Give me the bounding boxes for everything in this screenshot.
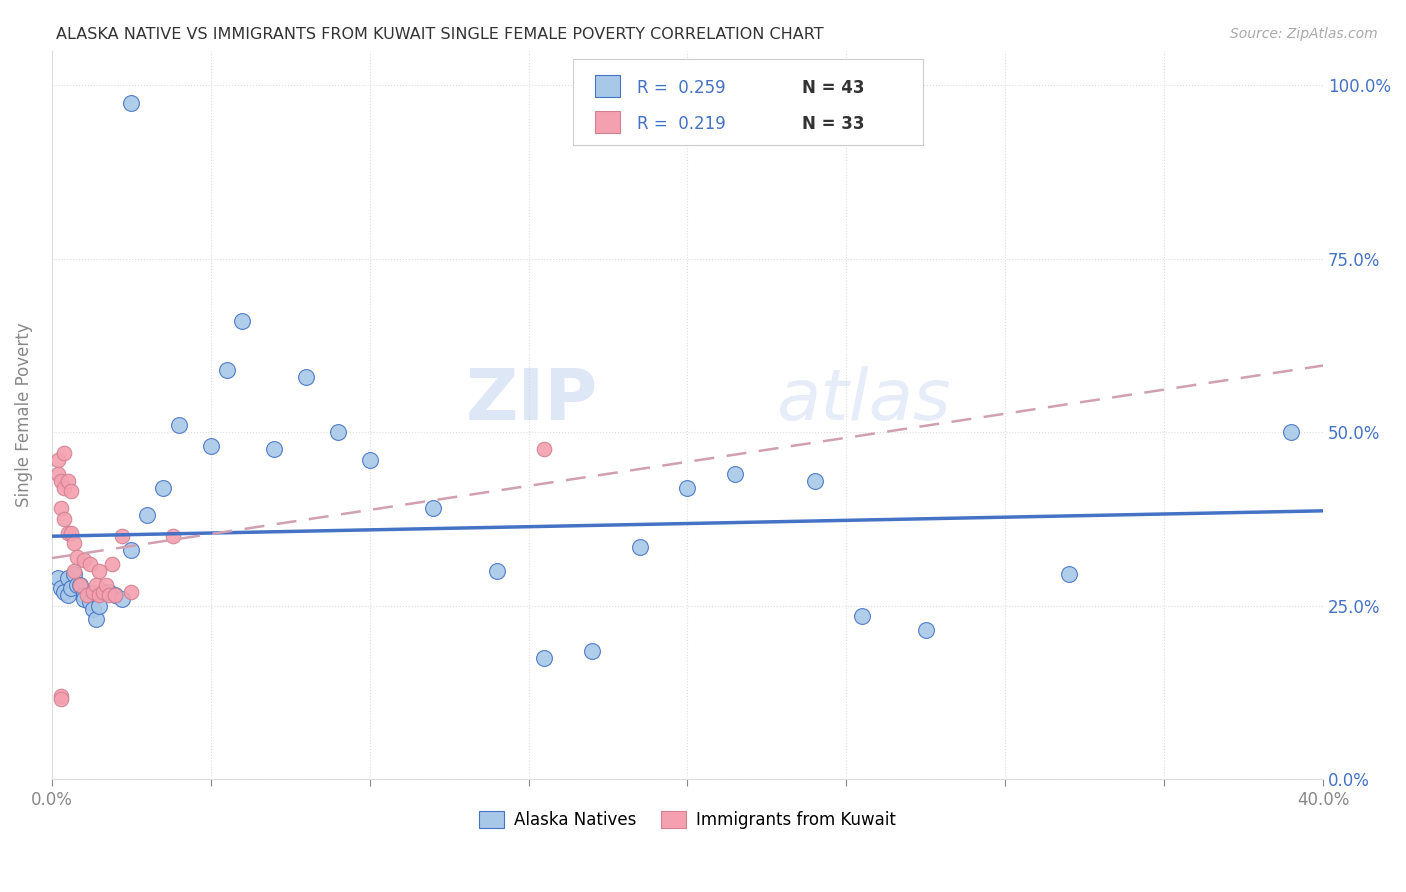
- Point: [63, 564, 86, 578]
- Point: [914, 623, 936, 637]
- Point: [215, 362, 238, 376]
- Point: [72, 591, 94, 606]
- Point: [359, 453, 381, 467]
- Point: [89, 599, 111, 613]
- Legend: Alaska Natives, Immigrants from Kuwait: Alaska Natives, Immigrants from Kuwait: [472, 805, 903, 836]
- Point: [59, 581, 82, 595]
- Point: [97, 584, 120, 599]
- Point: [136, 508, 159, 523]
- Point: [53, 512, 76, 526]
- Point: [46, 467, 69, 481]
- Point: [66, 549, 89, 564]
- Point: [59, 484, 82, 499]
- Point: [94, 578, 117, 592]
- Text: ALASKA NATIVE VS IMMIGRANTS FROM KUWAIT SINGLE FEMALE POVERTY CORRELATION CHART: ALASKA NATIVE VS IMMIGRANTS FROM KUWAIT …: [56, 27, 824, 42]
- Point: [120, 543, 142, 558]
- Point: [51, 689, 73, 703]
- Point: [97, 588, 120, 602]
- Text: N = 33: N = 33: [801, 115, 865, 133]
- FancyBboxPatch shape: [595, 75, 620, 96]
- Point: [676, 481, 699, 495]
- Point: [56, 588, 79, 602]
- Point: [72, 553, 94, 567]
- Point: [167, 418, 190, 433]
- Point: [533, 650, 555, 665]
- Point: [628, 540, 651, 554]
- FancyBboxPatch shape: [574, 60, 922, 145]
- Point: [104, 588, 127, 602]
- Point: [63, 536, 86, 550]
- Point: [89, 588, 111, 602]
- Point: [53, 584, 76, 599]
- Point: [82, 584, 104, 599]
- Point: [84, 612, 107, 626]
- Point: [82, 602, 104, 616]
- Point: [533, 442, 555, 457]
- Point: [104, 588, 127, 602]
- Point: [79, 557, 101, 571]
- Text: N = 43: N = 43: [801, 78, 865, 97]
- Point: [56, 474, 79, 488]
- Text: Source: ZipAtlas.com: Source: ZipAtlas.com: [1230, 27, 1378, 41]
- FancyBboxPatch shape: [595, 112, 620, 133]
- Point: [803, 474, 825, 488]
- Point: [111, 529, 134, 543]
- Point: [1057, 567, 1080, 582]
- Point: [120, 584, 142, 599]
- Point: [72, 588, 94, 602]
- Point: [89, 564, 111, 578]
- Point: [422, 501, 444, 516]
- Point: [1279, 425, 1302, 439]
- Point: [200, 439, 222, 453]
- Point: [69, 578, 91, 592]
- Point: [84, 578, 107, 592]
- Point: [66, 578, 89, 592]
- Point: [263, 442, 285, 457]
- Point: [581, 643, 603, 657]
- Text: ZIP: ZIP: [467, 366, 599, 434]
- Text: atlas: atlas: [776, 366, 950, 434]
- Text: R =  0.219: R = 0.219: [637, 115, 725, 133]
- Point: [63, 567, 86, 582]
- Point: [485, 564, 508, 578]
- Point: [69, 578, 91, 592]
- Point: [724, 467, 747, 481]
- Point: [51, 474, 73, 488]
- Point: [111, 591, 134, 606]
- Point: [51, 692, 73, 706]
- Point: [51, 501, 73, 516]
- Point: [53, 481, 76, 495]
- Point: [91, 584, 114, 599]
- Point: [76, 588, 98, 602]
- Point: [162, 529, 184, 543]
- Point: [56, 525, 79, 540]
- Point: [59, 525, 82, 540]
- Point: [46, 453, 69, 467]
- Point: [79, 595, 101, 609]
- Point: [91, 584, 114, 599]
- Y-axis label: Single Female Poverty: Single Female Poverty: [15, 323, 32, 508]
- Point: [46, 571, 69, 585]
- Point: [120, 95, 142, 110]
- Point: [851, 609, 873, 624]
- Text: R =  0.259: R = 0.259: [637, 78, 725, 97]
- Point: [295, 369, 318, 384]
- Point: [101, 557, 124, 571]
- Point: [53, 446, 76, 460]
- Point: [326, 425, 349, 439]
- Point: [152, 481, 174, 495]
- Point: [51, 581, 73, 595]
- Point: [56, 571, 79, 585]
- Point: [231, 314, 253, 328]
